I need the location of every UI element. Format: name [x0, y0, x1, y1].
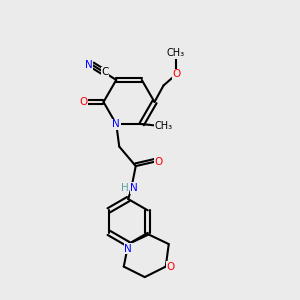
Text: N: N: [124, 244, 132, 254]
Text: O: O: [155, 157, 163, 166]
Text: O: O: [79, 97, 88, 107]
Text: H: H: [121, 183, 128, 193]
Text: O: O: [173, 69, 181, 80]
Text: O: O: [166, 262, 174, 272]
Text: N: N: [112, 119, 120, 129]
Text: N: N: [130, 183, 138, 193]
Text: CH₃: CH₃: [167, 48, 184, 58]
Text: N: N: [85, 60, 92, 70]
Text: CH₃: CH₃: [154, 121, 172, 130]
Text: C: C: [101, 68, 109, 77]
